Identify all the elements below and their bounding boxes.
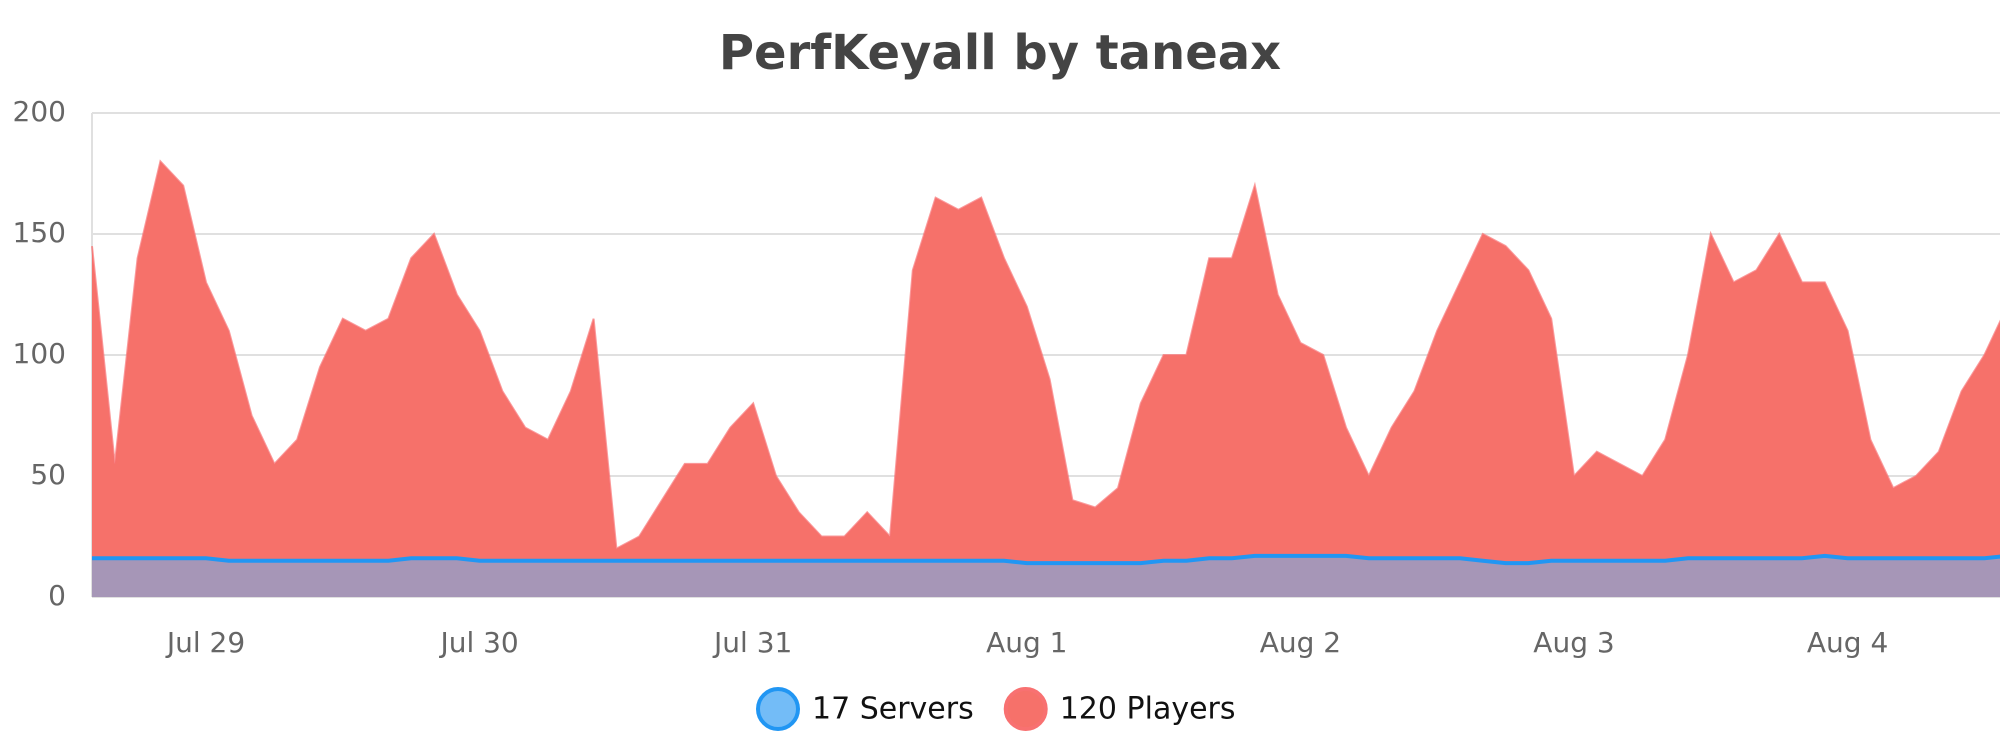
x-tick-label: Jul 31 <box>712 626 792 659</box>
x-tick-label: Aug 1 <box>986 626 1067 659</box>
legend-marker <box>1003 687 1048 731</box>
legend: 17 Servers 120 Players <box>756 687 1236 731</box>
x-tick-label: Aug 2 <box>1260 626 1341 659</box>
y-tick-label: 100 <box>13 337 66 370</box>
x-tick-label: Aug 4 <box>1807 626 1888 659</box>
area-line <box>91 159 2000 551</box>
legend-item[interactable]: 17 Servers <box>756 687 974 731</box>
area-fill <box>92 161 2000 597</box>
y-tick-label: 200 <box>13 95 66 128</box>
y-tick-label: 50 <box>30 458 66 491</box>
legend-label: 120 Players <box>1060 692 1236 727</box>
x-tick-label: Jul 29 <box>165 626 245 659</box>
y-tick-label: 150 <box>13 216 66 249</box>
legend-label: 17 Servers <box>812 692 974 727</box>
area-line <box>92 553 2000 566</box>
legend-item[interactable]: 120 Players <box>1003 687 1236 731</box>
chart-title: PerfKeyall by taneax <box>719 25 1281 81</box>
x-tick-label: Aug 3 <box>1533 626 1614 659</box>
y-tick-label: 0 <box>48 579 66 612</box>
area-fill <box>92 555 2000 597</box>
x-tick-label: Jul 30 <box>438 626 518 659</box>
legend-marker <box>756 687 800 731</box>
